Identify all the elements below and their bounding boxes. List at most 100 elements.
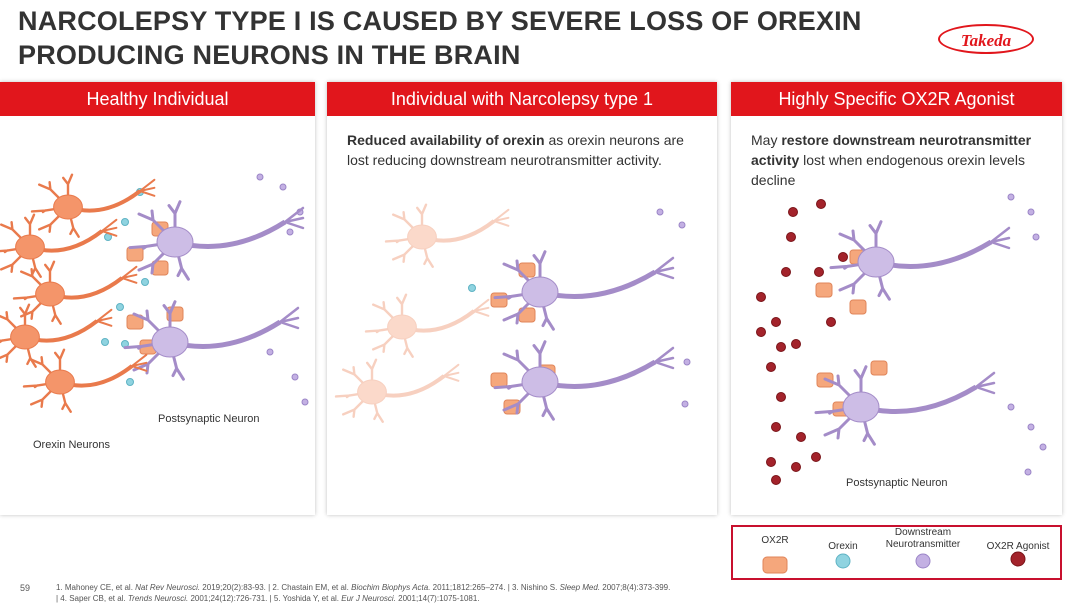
neuron-part: [400, 325, 414, 358]
text-run: 2007;8(4):373-399.: [600, 583, 671, 592]
neuron-part: [443, 363, 460, 377]
neuron-part: [96, 308, 113, 322]
panel: Healthy Individual Postsynaptic Neuron O…: [0, 82, 315, 515]
molecule: [786, 232, 796, 242]
neuron-part: [653, 266, 675, 274]
neuron-part: [131, 365, 148, 372]
page-number: 59: [20, 583, 31, 593]
legend-label: Downstream Neurotransmitter: [885, 527, 961, 550]
neuron-part: [842, 391, 880, 423]
neuron-part: [420, 235, 434, 268]
panel-heading: Healthy Individual: [0, 82, 315, 116]
neuron-part: [443, 371, 460, 377]
neuron-part: [416, 203, 428, 239]
neuron-part: [521, 276, 559, 308]
neuron-part: [396, 293, 408, 329]
molecule: [826, 317, 836, 327]
neuron-part: [370, 390, 384, 423]
neuron-part: [473, 298, 490, 312]
molecule: [683, 358, 691, 366]
receptor: [870, 360, 888, 376]
molecule: [781, 267, 791, 277]
text-run: lost when endogenous orexin levels decli…: [751, 152, 1025, 188]
neuron-part: [121, 273, 138, 279]
neuron-part: [974, 381, 996, 389]
receptor: [490, 292, 508, 308]
neuron-part: [387, 314, 417, 340]
text-run: as orexin neurons are lost reducing down…: [347, 132, 684, 168]
neuron-part: [653, 360, 675, 370]
text-run: Biochim Biophys Acta.: [351, 583, 431, 592]
molecule: [766, 362, 776, 372]
neuron-part: [493, 220, 510, 227]
neuron-part: [521, 366, 559, 398]
molecule: [771, 422, 781, 432]
text-run: 2019;20(2):83-93. | 2. Chastain EM, et a…: [200, 583, 352, 592]
molecule: [286, 228, 294, 236]
molecule: [791, 339, 801, 349]
neuron-part: [364, 325, 404, 334]
neuron-part: [443, 375, 460, 382]
neuron-part: [493, 208, 510, 222]
molecule: [788, 207, 798, 217]
molecule: [756, 292, 766, 302]
receptor: [815, 282, 833, 298]
neuron-part: [101, 230, 118, 237]
neuron-part: [96, 320, 113, 327]
neuron: [0, 213, 118, 278]
neuron-part: [989, 240, 1011, 250]
illustration: Postsynaptic Neuron Orexin Neurons: [0, 173, 309, 451]
molecule: [776, 392, 786, 402]
neuron-part: [53, 194, 83, 220]
molecule: [126, 378, 134, 386]
text-run: Reduced availability of orexin: [347, 132, 545, 148]
text-run: 2011;1812:265–274. | 3. Nishino S.: [430, 583, 560, 592]
molecule: [291, 373, 299, 381]
ox2r-icon: [762, 556, 788, 574]
neuron-part: [392, 235, 424, 263]
neuron-part: [989, 236, 1011, 244]
molecule: [141, 278, 149, 286]
molecule: [121, 218, 129, 226]
neuron-part: [139, 178, 156, 192]
label: Postsynaptic Neuron: [158, 413, 260, 425]
molecule: [266, 348, 274, 356]
illustration: [334, 203, 691, 423]
text-run: 1. Mahoney CE, et al.: [56, 583, 136, 592]
molecule: [771, 317, 781, 327]
molecule: [838, 252, 848, 262]
molecule: [796, 432, 806, 442]
neuron-part: [357, 379, 387, 405]
molecule: [656, 208, 664, 216]
neuron-part: [45, 369, 75, 395]
panel-heading: Highly Specific OX2R Agonist: [731, 82, 1062, 116]
text-run: Trends Neurosci.: [127, 594, 189, 603]
neuron: [22, 348, 148, 413]
molecule: [766, 457, 776, 467]
neuron-part: [121, 265, 138, 279]
neuron-part: [372, 301, 404, 329]
neuron-part: [283, 206, 305, 224]
neuron-part: [131, 361, 148, 367]
neuron: [493, 340, 675, 421]
neuron-part: [989, 226, 1011, 244]
neuron-part: [35, 281, 65, 307]
neuron-part: [342, 390, 374, 418]
neuron-part: [278, 316, 300, 324]
molecule: [791, 462, 801, 472]
molecule: [301, 398, 309, 406]
title-line: NARCOLEPSY TYPE I IS CAUSED BY SEVERE LO…: [18, 6, 862, 36]
molecule: [116, 303, 124, 311]
text-run: restore downstream neurotransmitter acti…: [751, 132, 1032, 168]
neuron: [334, 358, 460, 423]
title-line: PRODUCING NEURONS IN THE BRAIN: [18, 40, 521, 70]
neuron: [364, 293, 490, 358]
receptor: [126, 246, 144, 262]
molecule: [279, 183, 287, 191]
molecule: [811, 452, 821, 462]
neuron-part: [278, 320, 300, 330]
neuron: [814, 365, 996, 446]
legend-label: OX2R Agonist: [986, 541, 1050, 552]
neuron-part: [392, 211, 424, 239]
molecule: [771, 475, 781, 485]
